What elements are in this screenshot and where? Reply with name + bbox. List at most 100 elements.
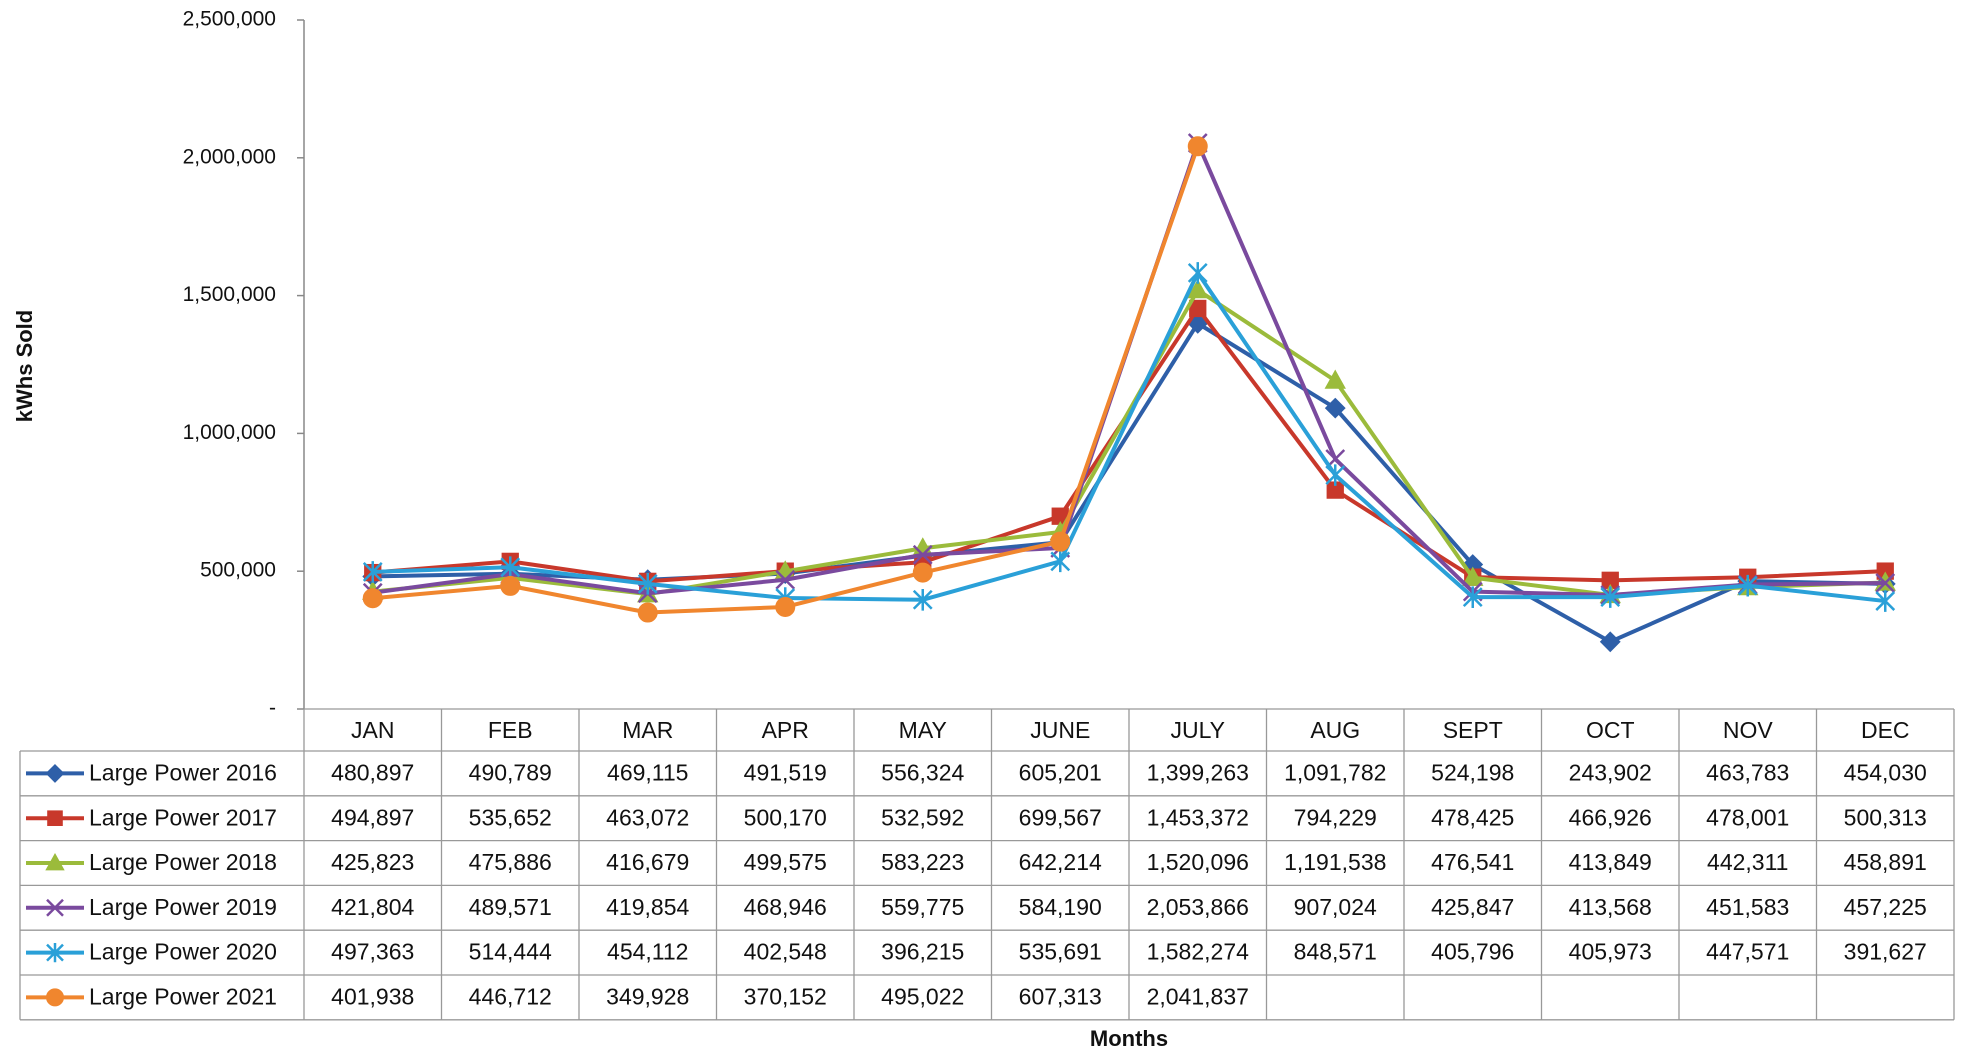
table-value: 794,229: [1294, 804, 1377, 830]
marker: [1187, 262, 1208, 284]
table-value: 370,152: [744, 983, 827, 1009]
x-tick-label: MAR: [622, 717, 673, 743]
table-value: 494,897: [331, 804, 414, 830]
table-value: 500,313: [1844, 804, 1927, 830]
x-axis-title: Months: [1090, 1026, 1168, 1051]
y-tick-label: 1,000,000: [183, 421, 276, 444]
marker: [362, 561, 383, 583]
table-value: 605,201: [1019, 759, 1102, 785]
table-value: 1,453,372: [1147, 804, 1249, 830]
table-value: 421,804: [331, 894, 414, 920]
marker: [637, 602, 658, 623]
legend-label: Large Power 2019: [89, 894, 277, 920]
table-value: 642,214: [1019, 849, 1102, 875]
table-value: 442,311: [1707, 849, 1788, 875]
marker: [1600, 586, 1621, 608]
table-value: 1,399,263: [1147, 759, 1249, 785]
marker: [1050, 550, 1071, 573]
table-value: 463,783: [1706, 759, 1789, 785]
table-value: 447,571: [1706, 939, 1789, 965]
marker: [500, 575, 521, 596]
table-value: 607,313: [1019, 983, 1102, 1009]
x-tick-label: JULY: [1170, 717, 1225, 743]
table-value: 584,190: [1019, 894, 1102, 920]
table-value: 1,191,538: [1284, 849, 1386, 875]
x-tick-label: NOV: [1723, 717, 1774, 743]
x-tick-label: JUNE: [1030, 717, 1090, 743]
legend-label: Large Power 2020: [89, 939, 277, 965]
table-value: 583,223: [881, 849, 964, 875]
table-value: 458,891: [1844, 849, 1927, 875]
x-tick-label: SEPT: [1443, 717, 1503, 743]
table-value: 1,582,274: [1147, 939, 1250, 965]
table-value: 1,520,096: [1147, 849, 1249, 875]
table-value: 499,575: [744, 849, 827, 875]
marker: [775, 569, 796, 590]
table-value: 559,775: [881, 894, 964, 920]
y-tick-label: 2,500,000: [183, 8, 276, 31]
legend-label: Large Power 2021: [89, 983, 277, 1009]
table-value: 405,973: [1569, 939, 1652, 965]
marker: [1737, 574, 1758, 597]
table-value: 463,072: [606, 804, 689, 830]
table-value: 405,796: [1431, 939, 1514, 965]
y-tick-label: 2,000,000: [183, 145, 276, 168]
table-value: 699,567: [1019, 804, 1102, 830]
marker: [46, 898, 64, 917]
marker: [1875, 590, 1896, 612]
table-value: 416,679: [606, 849, 689, 875]
marker: [1462, 586, 1483, 608]
series-line: [372, 288, 1886, 597]
table-value: 500,170: [744, 804, 827, 830]
table-value: 469,115: [607, 759, 688, 785]
y-axis-title: kWhs Sold: [12, 310, 37, 422]
marker: [1324, 369, 1346, 389]
marker: [1050, 531, 1071, 552]
table-value: 2,041,837: [1147, 983, 1249, 1009]
x-tick-label: AUG: [1310, 717, 1360, 743]
marker: [500, 556, 521, 579]
marker: [1599, 631, 1621, 653]
table-value: 556,324: [881, 759, 964, 785]
marker: [47, 810, 63, 827]
table-value: 454,112: [607, 939, 688, 965]
table-value: 514,444: [469, 939, 552, 965]
y-tick-label: -: [269, 697, 276, 720]
legend-label: Large Power 2017: [89, 804, 277, 830]
marker: [912, 544, 933, 565]
table-value: 907,024: [1294, 894, 1377, 920]
y-tick-label: 1,500,000: [183, 283, 276, 306]
table-value: 466,926: [1569, 804, 1652, 830]
marker: [46, 943, 64, 963]
table-value: 391,627: [1844, 939, 1927, 965]
table-value: 425,847: [1431, 894, 1514, 920]
table-value: 491,519: [744, 759, 827, 785]
table-value: 489,571: [469, 894, 552, 920]
table-value: 425,823: [331, 849, 414, 875]
marker: [637, 573, 658, 595]
marker: [912, 562, 933, 583]
table-value: 419,854: [606, 894, 689, 920]
series-line: [372, 270, 1886, 604]
table-value: 478,001: [1706, 804, 1789, 830]
table-value: 497,363: [331, 939, 414, 965]
table-value: 478,425: [1431, 804, 1514, 830]
table-value: 401,938: [331, 983, 414, 1009]
marker: [45, 852, 65, 871]
marker: [45, 763, 65, 783]
table-value: 446,712: [469, 983, 552, 1009]
table-value: 532,592: [881, 804, 964, 830]
table-value: 535,691: [1019, 939, 1102, 965]
table-value: 413,568: [1569, 894, 1652, 920]
table-value: 480,897: [331, 759, 414, 785]
marker: [1187, 136, 1208, 157]
table-value: 848,571: [1294, 939, 1377, 965]
series-line: [372, 145, 1200, 615]
table-value: 396,215: [881, 939, 964, 965]
table-value: 451,583: [1706, 894, 1789, 920]
marker: [1187, 279, 1209, 299]
table-value: 524,198: [1431, 759, 1514, 785]
series-line: [372, 140, 1886, 598]
